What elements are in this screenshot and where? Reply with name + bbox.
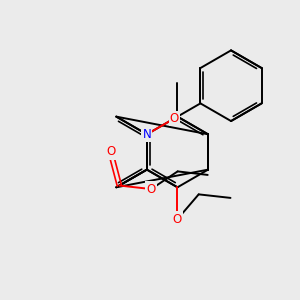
Text: N: N (142, 128, 151, 141)
Text: O: O (173, 213, 182, 226)
Text: O: O (106, 146, 115, 158)
Text: O: O (170, 112, 179, 125)
Text: O: O (146, 183, 156, 196)
